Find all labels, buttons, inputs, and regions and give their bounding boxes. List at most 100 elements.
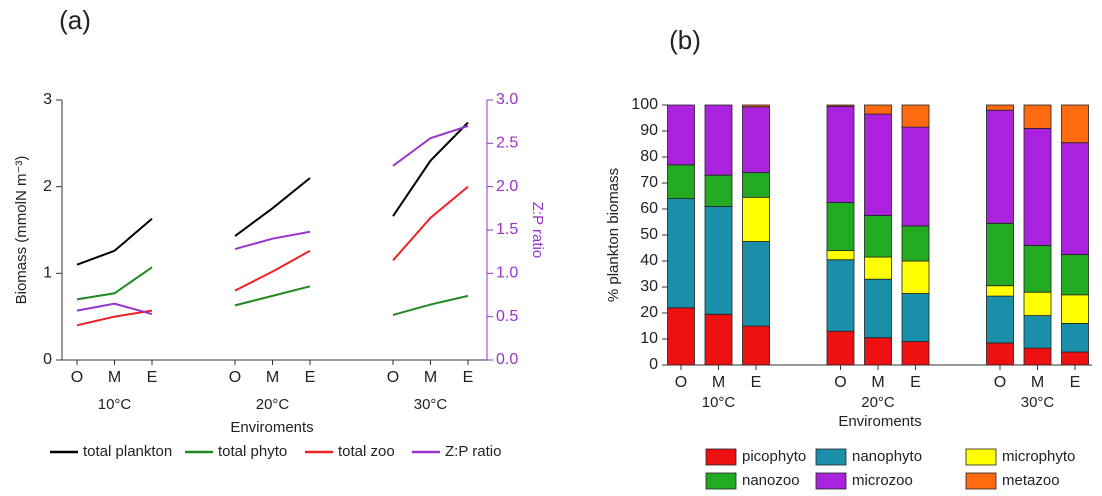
group-label: 20°C xyxy=(861,394,895,411)
series-line xyxy=(76,309,153,327)
bar-segment xyxy=(864,256,892,280)
bar-segment xyxy=(826,259,855,332)
bar-segment xyxy=(901,104,930,128)
x-axis-label: Enviroments xyxy=(838,413,921,430)
x-tick-label: M xyxy=(871,374,884,391)
y-tick-label: 100 xyxy=(631,96,658,113)
legend-label: total plankton xyxy=(83,443,172,460)
x-tick-label: M xyxy=(108,369,121,386)
bar-segment xyxy=(1061,254,1089,296)
y2-tick-label: 2.5 xyxy=(496,135,518,152)
bar-segment xyxy=(704,104,733,176)
legend-label: microphyto xyxy=(1002,448,1075,465)
y-tick-label: 0 xyxy=(649,356,658,373)
bar-segment xyxy=(1061,294,1089,324)
bar-segment xyxy=(1061,104,1089,144)
bar-segment xyxy=(901,341,930,366)
series-line xyxy=(76,302,153,316)
bar-segment xyxy=(667,104,695,166)
bar-segment xyxy=(1023,315,1052,349)
series-line xyxy=(392,294,469,316)
bar-segment xyxy=(864,215,892,258)
legend-label: nanophyto xyxy=(852,448,922,465)
bar-segment xyxy=(1023,244,1052,293)
legend-label: metazoo xyxy=(1002,472,1060,489)
bar-segment xyxy=(704,205,733,315)
bar-segment xyxy=(826,105,855,203)
group-label: 20°C xyxy=(256,396,290,413)
bar-segment xyxy=(742,196,770,242)
x-tick-label: M xyxy=(1031,374,1044,391)
series-line xyxy=(392,121,469,217)
x-tick-label: E xyxy=(1070,374,1081,391)
x-tick-label: M xyxy=(424,369,437,386)
group-label: 30°C xyxy=(1021,394,1055,411)
legend-label: total zoo xyxy=(338,443,395,460)
bar-segment xyxy=(704,174,733,207)
y-tick-label: 40 xyxy=(640,252,658,269)
bar-segment xyxy=(667,164,695,200)
bar-segment xyxy=(986,285,1014,297)
y-tick-label: 60 xyxy=(640,200,658,217)
legend-label: total phyto xyxy=(218,443,287,460)
series-line xyxy=(392,125,469,167)
x-tick-label: M xyxy=(712,374,725,391)
x-tick-label: E xyxy=(305,369,316,386)
bar-segment xyxy=(826,104,855,107)
bar-segment xyxy=(1023,347,1052,366)
bar-segment xyxy=(1061,351,1089,366)
legend-swatch xyxy=(815,472,847,490)
legend-swatch xyxy=(815,448,847,466)
bar-segment xyxy=(742,241,770,327)
y-tick-label: 10 xyxy=(640,330,658,347)
series-line xyxy=(234,249,311,292)
x-tick-label: O xyxy=(387,369,399,386)
x-tick-label: M xyxy=(266,369,279,386)
bar-segment xyxy=(901,225,930,262)
legend-label: picophyto xyxy=(742,448,806,465)
legend-swatch xyxy=(965,472,997,490)
bar-segment xyxy=(986,295,1014,344)
legend-label: Z:P ratio xyxy=(445,443,501,460)
legend-swatch xyxy=(705,472,737,490)
legend-swatch xyxy=(965,448,997,466)
y-axis-label: % plankton biomass xyxy=(605,168,622,302)
bar-segment xyxy=(826,330,855,366)
y-tick-label: 2 xyxy=(43,178,52,195)
bar-segment xyxy=(1023,104,1052,129)
bar-segment xyxy=(901,293,930,342)
y-tick-label: 70 xyxy=(640,174,658,191)
bar-segment xyxy=(986,222,1014,287)
x-tick-label: E xyxy=(910,374,921,391)
bar-segment xyxy=(864,104,892,115)
bar-segment xyxy=(1023,127,1052,246)
bar-segment xyxy=(704,313,733,366)
legend-swatch xyxy=(705,448,737,466)
bar-segment xyxy=(667,198,695,309)
legend-label: nanozoo xyxy=(742,472,800,489)
series-line xyxy=(234,230,311,251)
bar-segment xyxy=(901,260,930,294)
x-tick-label: O xyxy=(229,369,241,386)
bar-segment xyxy=(1061,322,1089,353)
group-label: 30°C xyxy=(414,396,448,413)
y2-tick-label: 3.0 xyxy=(496,91,518,108)
bar-segment xyxy=(986,342,1014,366)
x-tick-label: O xyxy=(675,374,687,391)
bar-segment xyxy=(742,172,770,198)
x-tick-label: O xyxy=(834,374,846,391)
x-tick-label: O xyxy=(71,369,83,386)
panel-title: (b) xyxy=(669,25,701,55)
series-line xyxy=(234,285,311,307)
series-line xyxy=(76,266,153,301)
bar-segment xyxy=(986,104,1014,111)
x-tick-label: E xyxy=(751,374,762,391)
x-axis-label: Enviroments xyxy=(230,419,313,436)
y-axis-label: Biomass (mmolN m⁻³) xyxy=(13,156,30,305)
bar-segment xyxy=(1061,142,1089,255)
y2-tick-label: 0.5 xyxy=(496,308,518,325)
y2-tick-label: 1.0 xyxy=(496,265,518,282)
bar-segment xyxy=(864,337,892,366)
panel-title: (a) xyxy=(59,5,91,35)
